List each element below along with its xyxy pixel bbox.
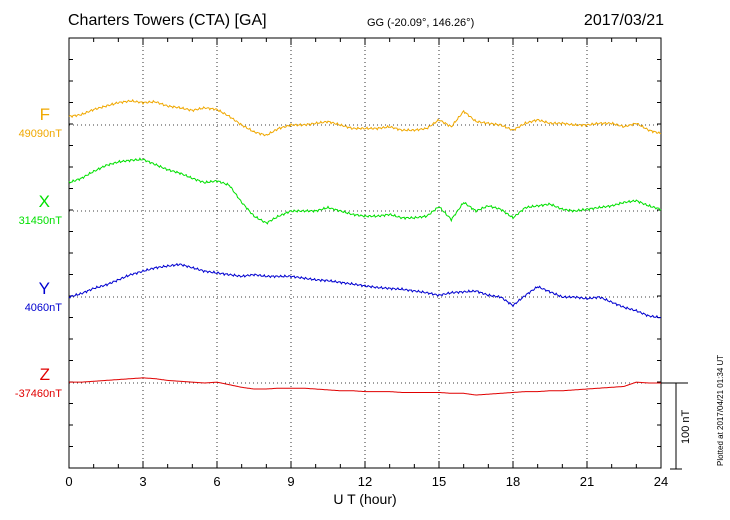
scale-bar-label: 100 nT bbox=[680, 409, 692, 444]
x-axis-label: U T (hour) bbox=[333, 491, 397, 507]
x-tick-label: 0 bbox=[65, 474, 72, 489]
station-coordinates: GG (-20.09°, 146.26°) bbox=[367, 17, 475, 29]
station-title: Charters Towers (CTA) [GA] bbox=[68, 12, 267, 29]
x-tick-label: 15 bbox=[432, 474, 446, 489]
x-tick-label: 9 bbox=[287, 474, 294, 489]
x-tick-label: 6 bbox=[213, 474, 220, 489]
x-tick-label: 21 bbox=[580, 474, 594, 489]
series-line-z bbox=[69, 377, 661, 396]
series-line-y bbox=[68, 262, 661, 319]
x-tick-label: 18 bbox=[506, 474, 520, 489]
channel-baseline-x: 31450nT bbox=[18, 215, 62, 227]
channel-label-f: F bbox=[39, 105, 50, 124]
x-tick-label: 12 bbox=[358, 474, 372, 489]
channel-baseline-y: 4060nT bbox=[24, 302, 62, 314]
plotted-timestamp: Plotted at 2017/04/21 01:34 UT bbox=[716, 354, 725, 466]
channel-label-z: Z bbox=[39, 365, 50, 384]
channel-baseline-z: -37460nT bbox=[14, 388, 62, 400]
x-tick-label: 24 bbox=[654, 474, 668, 489]
series-line-f bbox=[68, 98, 662, 137]
x-tick-label: 3 bbox=[139, 474, 146, 489]
channel-label-x: X bbox=[38, 192, 50, 211]
channel-baseline-f: 49090nT bbox=[18, 128, 62, 140]
channel-label-y: Y bbox=[38, 279, 50, 298]
chart-date: 2017/03/21 bbox=[583, 12, 664, 29]
series-line-x bbox=[68, 157, 662, 225]
